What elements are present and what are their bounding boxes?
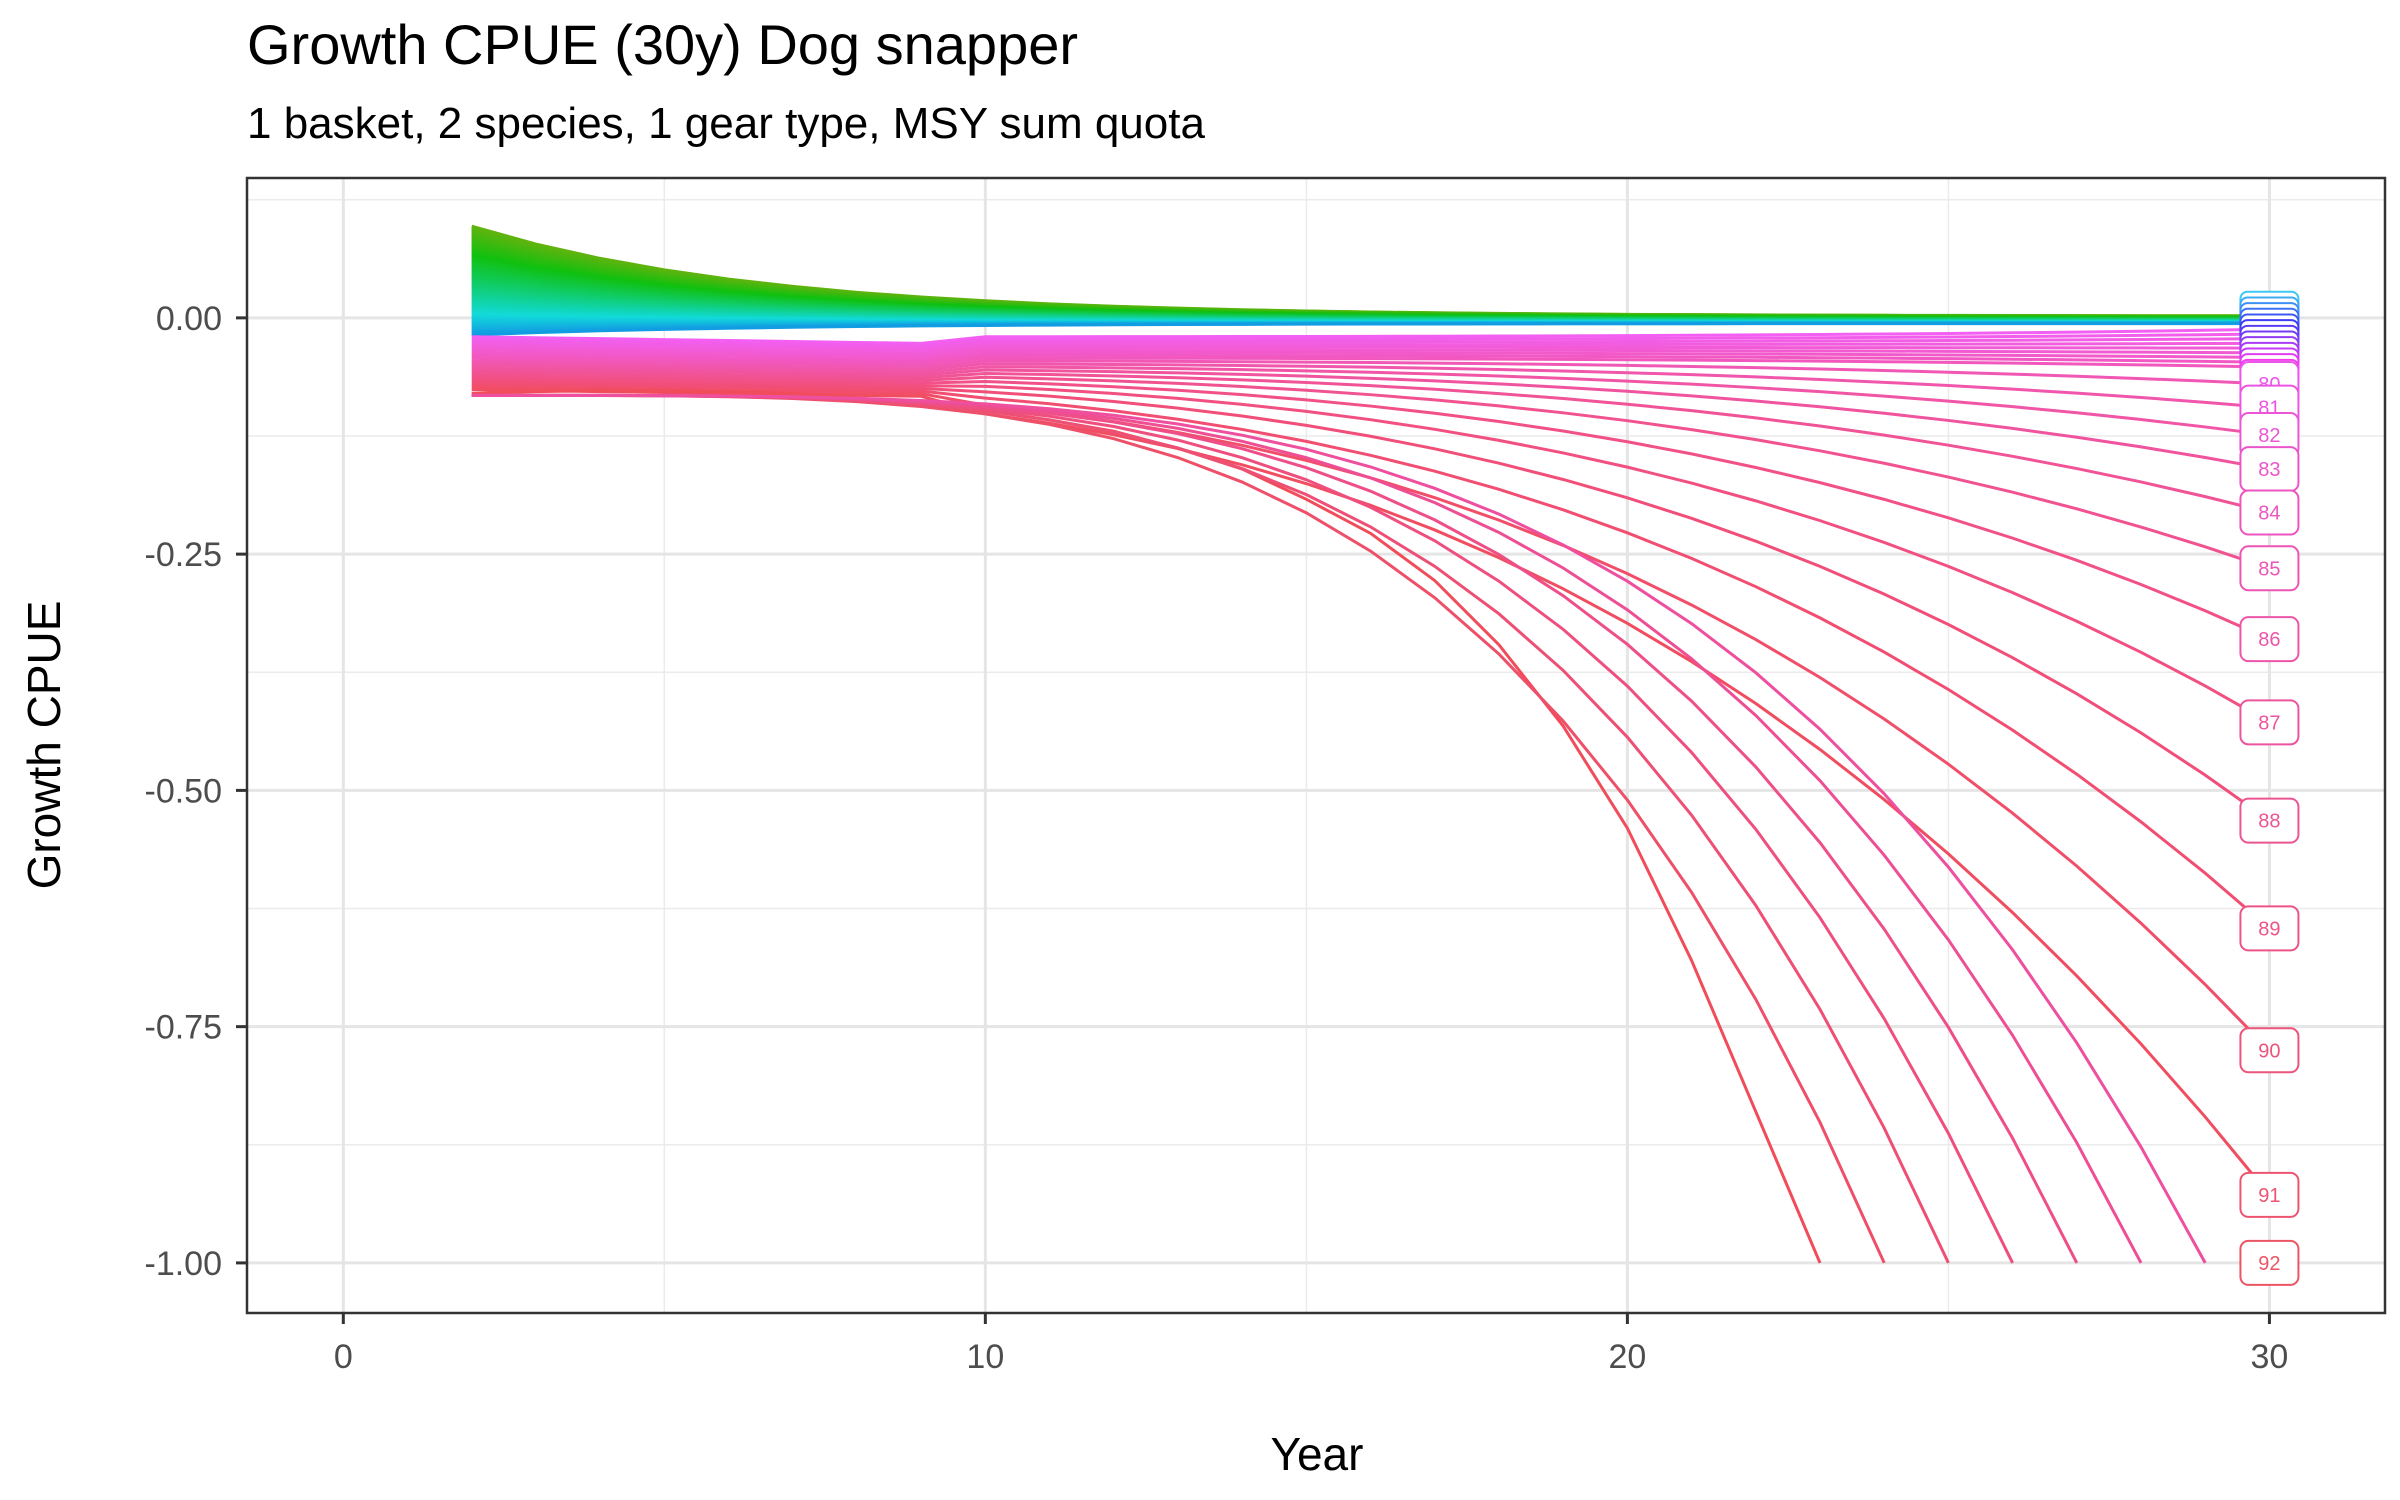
axes: 0 10 20 30 0.00 -0.25 -0.50 -0.75 -1.00 bbox=[145, 176, 2387, 1376]
series-line bbox=[471, 361, 2270, 410]
x-tick-label: 10 bbox=[966, 1338, 1004, 1376]
series-line bbox=[471, 364, 2270, 437]
series-line bbox=[471, 367, 2270, 471]
end-label-text: 91 bbox=[2258, 1185, 2280, 1207]
series-lines bbox=[471, 224, 2271, 1264]
end-label-text: 83 bbox=[2258, 459, 2280, 481]
y-tick-label: -0.75 bbox=[145, 1009, 223, 1047]
series-line bbox=[471, 356, 2270, 369]
y-axis-title: Growth CPUE bbox=[18, 601, 70, 890]
end-label-text: 90 bbox=[2258, 1040, 2280, 1062]
end-label-text: 82 bbox=[2258, 425, 2280, 447]
series-line bbox=[471, 327, 2270, 345]
end-label-box bbox=[2239, 1171, 2300, 1218]
y-tick-label: -0.50 bbox=[145, 772, 223, 810]
end-label-text: 87 bbox=[2258, 712, 2280, 734]
end-label-text: 92 bbox=[2258, 1253, 2280, 1275]
series-line bbox=[471, 393, 2207, 1264]
y-tick-label: -1.00 bbox=[145, 1245, 223, 1283]
end-label-box bbox=[2239, 545, 2300, 592]
series-line bbox=[471, 374, 2271, 641]
chart-title: Growth CPUE (30y) Dog snapper bbox=[247, 13, 1078, 76]
series-line bbox=[471, 380, 2271, 822]
end-label-text: 88 bbox=[2258, 811, 2280, 833]
series-line bbox=[471, 377, 2271, 724]
series-line bbox=[471, 322, 2270, 337]
series-line bbox=[471, 353, 2270, 364]
series-line bbox=[471, 341, 2270, 353]
end-label-text: 86 bbox=[2258, 629, 2280, 651]
series-line bbox=[471, 337, 2270, 351]
series-line bbox=[471, 332, 2270, 348]
end-label-box bbox=[2239, 905, 2300, 952]
series-line bbox=[471, 351, 2270, 361]
end-label-box bbox=[2239, 797, 2300, 844]
end-label-text: 84 bbox=[2258, 503, 2280, 525]
x-tick-label: 20 bbox=[1608, 1338, 1646, 1376]
y-tick-label: -0.25 bbox=[145, 536, 223, 574]
series-line bbox=[471, 369, 2270, 515]
end-label-box bbox=[2239, 489, 2300, 536]
series-line bbox=[471, 345, 2270, 356]
y-tick-label: 0.00 bbox=[156, 300, 222, 338]
series-line bbox=[471, 359, 2270, 386]
series-line bbox=[471, 382, 2271, 930]
end-label-text: 85 bbox=[2258, 558, 2280, 580]
x-tick-label: 0 bbox=[334, 1338, 353, 1376]
panel-border bbox=[245, 176, 2387, 1315]
series-line bbox=[471, 372, 2270, 570]
x-axis-title: Year bbox=[1271, 1428, 1364, 1480]
series-line bbox=[471, 348, 2270, 359]
end-label-text: 89 bbox=[2258, 918, 2280, 940]
grid-lines bbox=[247, 178, 2385, 1313]
end-label-box bbox=[2239, 1239, 2300, 1286]
end-label-box bbox=[2239, 699, 2300, 746]
end-label-box bbox=[2239, 1027, 2300, 1074]
end-label-box bbox=[2239, 616, 2300, 663]
end-labels: 80818283848586878889909192 bbox=[2239, 290, 2300, 1286]
chart-subtitle: 1 basket, 2 species, 1 gear type, MSY su… bbox=[247, 99, 1205, 148]
x-tick-label: 30 bbox=[2251, 1338, 2289, 1376]
